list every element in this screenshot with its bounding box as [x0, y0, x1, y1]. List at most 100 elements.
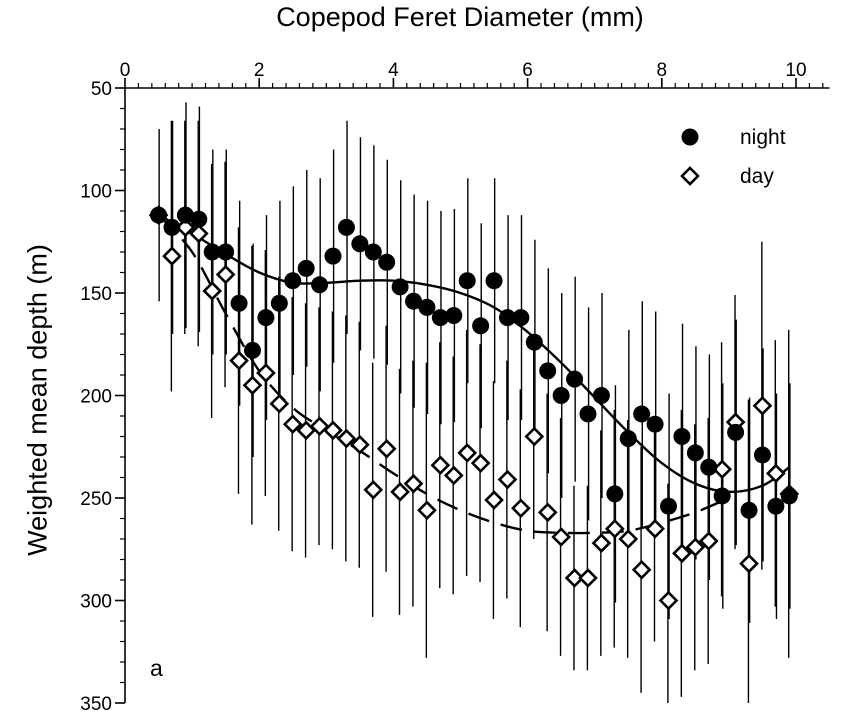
marker-night	[391, 278, 409, 296]
fit-curve-day	[157, 214, 730, 535]
marker-day	[631, 559, 652, 580]
marker-day	[376, 438, 397, 459]
marker-night	[700, 458, 718, 476]
x-tick-label: 10	[785, 60, 806, 81]
marker-day	[484, 490, 504, 510]
marker-night	[297, 259, 315, 277]
y-tick-label: 300	[80, 592, 112, 613]
y-tick-label: 200	[80, 387, 112, 408]
legend-marker-night	[681, 128, 699, 146]
marker-day	[323, 420, 343, 441]
marker-night	[592, 387, 610, 404]
marker-night	[458, 272, 476, 290]
marker-night	[324, 247, 342, 265]
marker-day	[537, 502, 558, 523]
y-tick-label: 50	[91, 79, 112, 100]
marker-night	[485, 272, 503, 290]
marker-night	[163, 218, 181, 236]
marker-night	[364, 243, 382, 261]
marker-night	[190, 210, 208, 228]
marker-night	[418, 298, 436, 316]
marker-night	[512, 309, 530, 327]
marker-day	[269, 393, 290, 414]
legend-label-night: night	[740, 126, 786, 149]
marker-day	[162, 246, 182, 266]
marker-day	[215, 264, 236, 285]
x-tick-label: 8	[657, 60, 668, 81]
marker-night	[686, 444, 704, 462]
marker-night	[633, 405, 651, 423]
marker-day	[457, 443, 478, 463]
legend: night day	[680, 126, 786, 188]
marker-night	[552, 387, 570, 404]
marker-day	[403, 473, 424, 494]
y-tick-label: 100	[80, 182, 112, 203]
marker-night	[767, 497, 785, 515]
marker-day	[672, 543, 692, 564]
marker-day	[739, 553, 759, 574]
marker-night	[753, 446, 771, 464]
legend-label-day: day	[740, 165, 774, 188]
marker-night	[445, 307, 463, 325]
marker-night	[337, 218, 355, 236]
marker-night	[566, 370, 584, 388]
marker-night	[257, 309, 275, 327]
marker-day	[752, 395, 773, 416]
marker-day	[336, 428, 357, 449]
marker-night	[673, 428, 691, 445]
marker-day	[242, 375, 263, 396]
x-axis-title: Copepod Feret Diameter (mm)	[276, 2, 644, 32]
x-tick-label: 2	[254, 60, 265, 81]
marker-night	[498, 309, 516, 327]
marker-night	[525, 333, 543, 351]
marker-night	[619, 430, 637, 448]
marker-day	[685, 537, 706, 558]
fit-curve-night	[158, 214, 791, 494]
marker-day	[175, 217, 196, 238]
marker-day	[698, 531, 719, 551]
data-markers	[148, 205, 800, 611]
y-tick-label: 150	[80, 284, 112, 305]
marker-night	[176, 206, 194, 224]
axes: 0 2 4 6 8 10 50 100 150 200 250 300 350	[80, 60, 830, 715]
marker-night	[431, 309, 449, 327]
y-tick-label: 350	[80, 694, 112, 715]
error-bars	[158, 102, 791, 703]
marker-day	[363, 479, 384, 500]
marker-day	[188, 223, 209, 244]
marker-day	[497, 469, 518, 490]
marker-day	[511, 498, 531, 519]
marker-day	[417, 500, 437, 521]
marker-night	[713, 487, 731, 505]
panel-label: a	[150, 655, 163, 681]
marker-day	[443, 465, 464, 486]
marker-night	[606, 485, 624, 503]
y-tick-label: 250	[80, 489, 112, 510]
marker-day	[578, 568, 598, 588]
marker-day	[430, 455, 451, 476]
marker-day	[524, 426, 545, 447]
marker-night	[230, 294, 248, 312]
x-tick-label: 0	[120, 60, 131, 81]
marker-day	[618, 529, 639, 549]
marker-day	[658, 590, 679, 611]
marker-night	[780, 487, 798, 505]
marker-night	[579, 405, 597, 423]
marker-day	[229, 350, 249, 371]
marker-night	[284, 272, 302, 290]
marker-day	[350, 434, 370, 455]
x-tick-label: 6	[522, 60, 533, 81]
marker-night	[243, 341, 261, 359]
legend-marker-day	[680, 166, 700, 186]
marker-night	[203, 243, 221, 261]
marker-night	[660, 497, 678, 515]
marker-night	[217, 243, 235, 261]
marker-night	[539, 362, 557, 380]
marker-day	[256, 363, 276, 383]
marker-day	[390, 482, 410, 502]
marker-day	[564, 568, 585, 588]
x-tick-label: 4	[388, 60, 399, 81]
marker-day	[645, 518, 665, 539]
marker-night	[405, 292, 423, 310]
